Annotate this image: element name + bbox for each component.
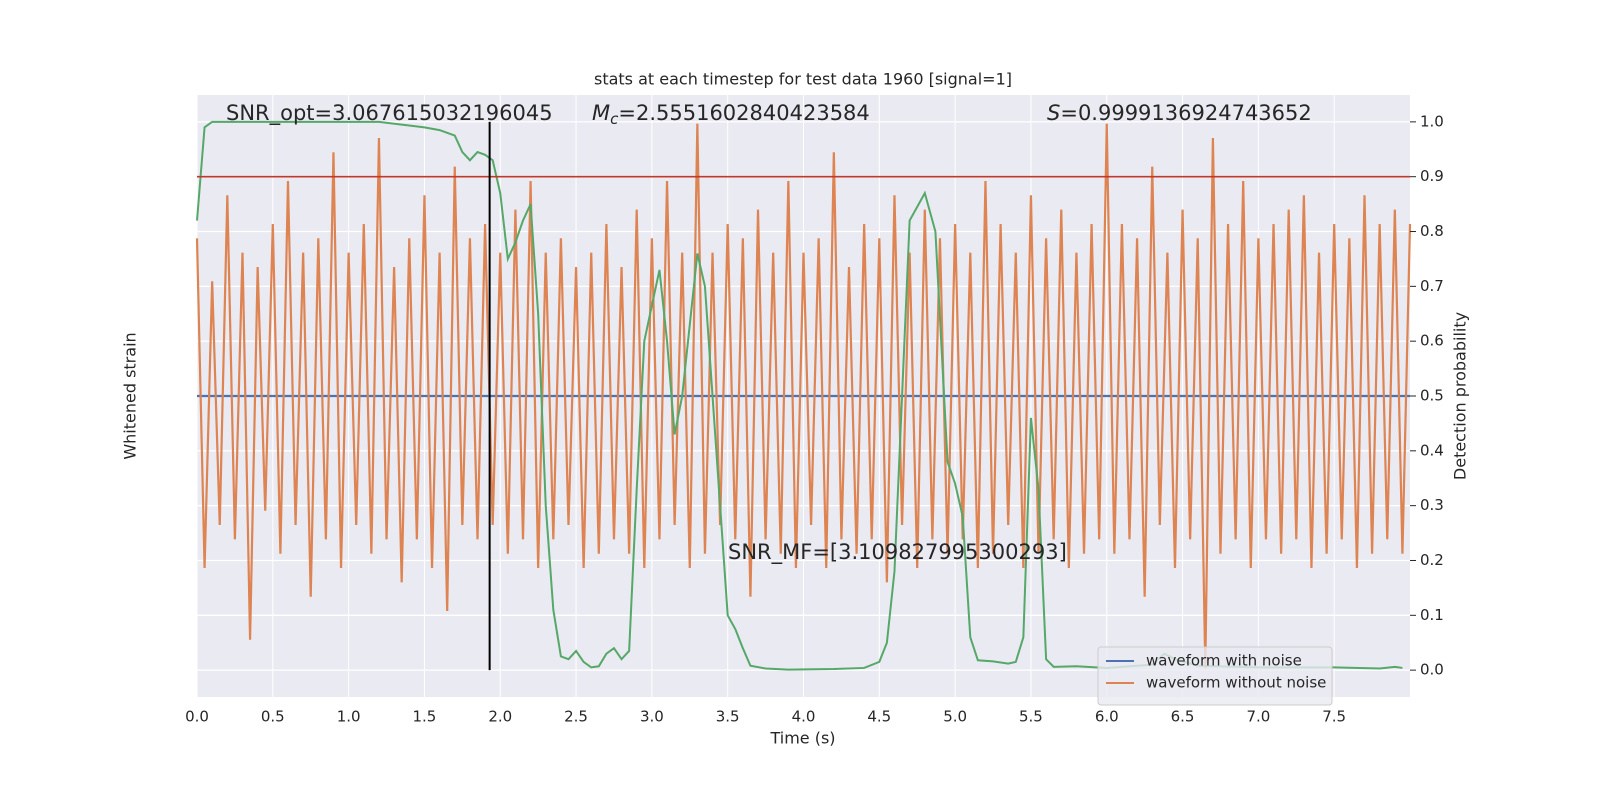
x-tick-label: 3.5: [716, 708, 740, 726]
annotation-text: SNR_MF=[3.109827995300293]: [728, 540, 1067, 565]
annotation: SNR_opt=3.067615032196045: [226, 101, 553, 126]
annotation-symbol: S: [1047, 101, 1060, 125]
x-tick-label: 1.5: [413, 708, 437, 726]
y2-tick-label: 0.1: [1420, 606, 1444, 624]
y2-tick-label: 0.7: [1420, 277, 1444, 295]
x-tick-label: 7.0: [1246, 708, 1270, 726]
series-line: [196, 120, 1403, 671]
y2-tick-label: 0.9: [1420, 167, 1444, 185]
annotation-text: =0.9999136924743652: [1060, 101, 1311, 125]
annotation-symbol: M: [592, 101, 610, 125]
x-tick-label: 6.5: [1171, 708, 1195, 726]
y2-tick-label: 0.3: [1420, 496, 1444, 514]
y2-tick-label: 0.0: [1420, 661, 1444, 679]
labels: 0.0 0.5 1.0 1.5 2.0 2.5 3.0 3.5 4.0 4.5 5.0 5.5 6.0 6…: [185, 101, 1444, 726]
chart-title: stats at each timestep for test data 196…: [594, 70, 1012, 89]
legend-label: waveform without noise: [1146, 674, 1326, 692]
x-tick-label: 0.0: [185, 708, 209, 726]
x-tick-label: 7.5: [1322, 708, 1346, 726]
y2-tick-label: 0.5: [1420, 387, 1444, 405]
series-line: [195, 123, 1412, 669]
x-tick-label: 3.0: [640, 708, 664, 726]
annotation-text: =2.5551602840423584: [618, 101, 869, 125]
y2-axis-label: Detection probability: [1451, 312, 1470, 480]
legend-box: [1097, 646, 1333, 706]
x-tick-label: 4.5: [867, 708, 891, 726]
annotation: S=0.9999136924743652: [1047, 101, 1312, 125]
x-tick-label: 0.5: [261, 708, 285, 726]
marks: [195, 120, 1412, 671]
legend-label: waveform with noise: [1146, 652, 1302, 670]
y2-tick-label: 0.6: [1420, 332, 1444, 350]
x-tick-label: 1.0: [337, 708, 361, 726]
y2-tick-label: 1.0: [1420, 112, 1444, 130]
x-tick-label: 5.5: [1019, 708, 1043, 726]
x-tick-label: 2.0: [488, 708, 512, 726]
annotation: SNR_MF=[3.109827995300293]: [728, 540, 1067, 565]
legend: waveform with noise waveform without nois…: [1097, 646, 1333, 706]
y2-tick-label: 0.2: [1420, 551, 1444, 569]
annotation-subscript: c: [610, 110, 619, 128]
x-tick-label: 4.0: [792, 708, 816, 726]
annotation-text: SNR_opt=3.067615032196045: [226, 101, 553, 126]
x-tick-label: 6.0: [1095, 708, 1119, 726]
x-axis-label: Time (s): [769, 729, 835, 748]
x-tick-label: 2.5: [564, 708, 588, 726]
y2-tick-label: 0.8: [1420, 222, 1444, 240]
y-axis-label: Whitened strain: [121, 332, 140, 459]
annotation: Mc=2.5551602840423584: [592, 101, 870, 128]
y2-tick-label: 0.4: [1420, 441, 1444, 459]
x-tick-label: 5.0: [943, 708, 967, 726]
